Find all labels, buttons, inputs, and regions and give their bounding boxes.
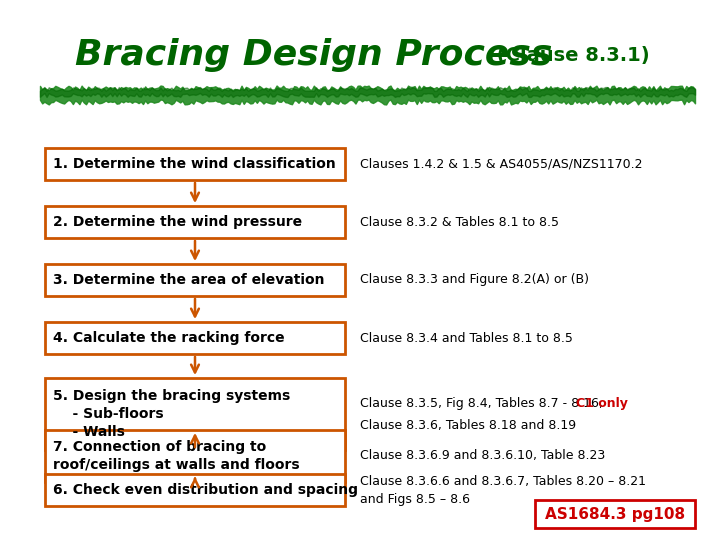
Bar [45,378,345,450]
Text: C1 only: C1 only [576,397,628,410]
Text: Clause 8.3.5, Fig 8.4, Tables 8.7 - 8.16,: Clause 8.3.5, Fig 8.4, Tables 8.7 - 8.16… [360,397,607,410]
Bar [45,148,345,180]
Bar [45,264,345,296]
Text: 5. Design the bracing systems
    - Sub-floors
    - Walls: 5. Design the bracing systems - Sub-floo… [53,389,290,440]
Text: Clause 8.3.6.6 and 8.3.6.7, Tables 8.20 – 8.21: Clause 8.3.6.6 and 8.3.6.7, Tables 8.20 … [360,476,646,489]
Text: Clause 8.3.4 and Tables 8.1 to 8.5: Clause 8.3.4 and Tables 8.1 to 8.5 [360,332,573,345]
Bar [535,500,695,528]
Text: 1. Determine the wind classification: 1. Determine the wind classification [53,157,336,171]
Text: 2. Determine the wind pressure: 2. Determine the wind pressure [53,215,302,229]
Text: Clauses 1.4.2 & 1.5 & AS4055/AS/NZS1170.2: Clauses 1.4.2 & 1.5 & AS4055/AS/NZS1170.… [360,158,642,171]
Text: Clause 8.3.3 and Figure 8.2(A) or (B): Clause 8.3.3 and Figure 8.2(A) or (B) [360,273,589,287]
Bar [45,474,345,506]
Text: 6. Check even distribution and spacing: 6. Check even distribution and spacing [53,483,358,497]
Text: 3. Determine the area of elevation: 3. Determine the area of elevation [53,273,325,287]
Text: Clause 8.3.6, Tables 8.18 and 8.19: Clause 8.3.6, Tables 8.18 and 8.19 [360,420,576,433]
Text: Clause 8.3.6.9 and 8.3.6.10, Table 8.23: Clause 8.3.6.9 and 8.3.6.10, Table 8.23 [360,449,606,462]
Text: Clause 8.3.2 & Tables 8.1 to 8.5: Clause 8.3.2 & Tables 8.1 to 8.5 [360,215,559,228]
Text: (Clause 8.3.1): (Clause 8.3.1) [490,45,649,64]
Text: 7. Connection of bracing to
roof/ceilings at walls and floors: 7. Connection of bracing to roof/ceiling… [53,440,300,472]
Bar [45,206,345,238]
Text: 4. Calculate the racking force: 4. Calculate the racking force [53,331,284,345]
Text: and Figs 8.5 – 8.6: and Figs 8.5 – 8.6 [360,494,470,507]
Bar [45,322,345,354]
Bar [45,430,345,482]
Text: Bracing Design Process: Bracing Design Process [75,38,552,72]
Text: AS1684.3 pg108: AS1684.3 pg108 [545,507,685,522]
